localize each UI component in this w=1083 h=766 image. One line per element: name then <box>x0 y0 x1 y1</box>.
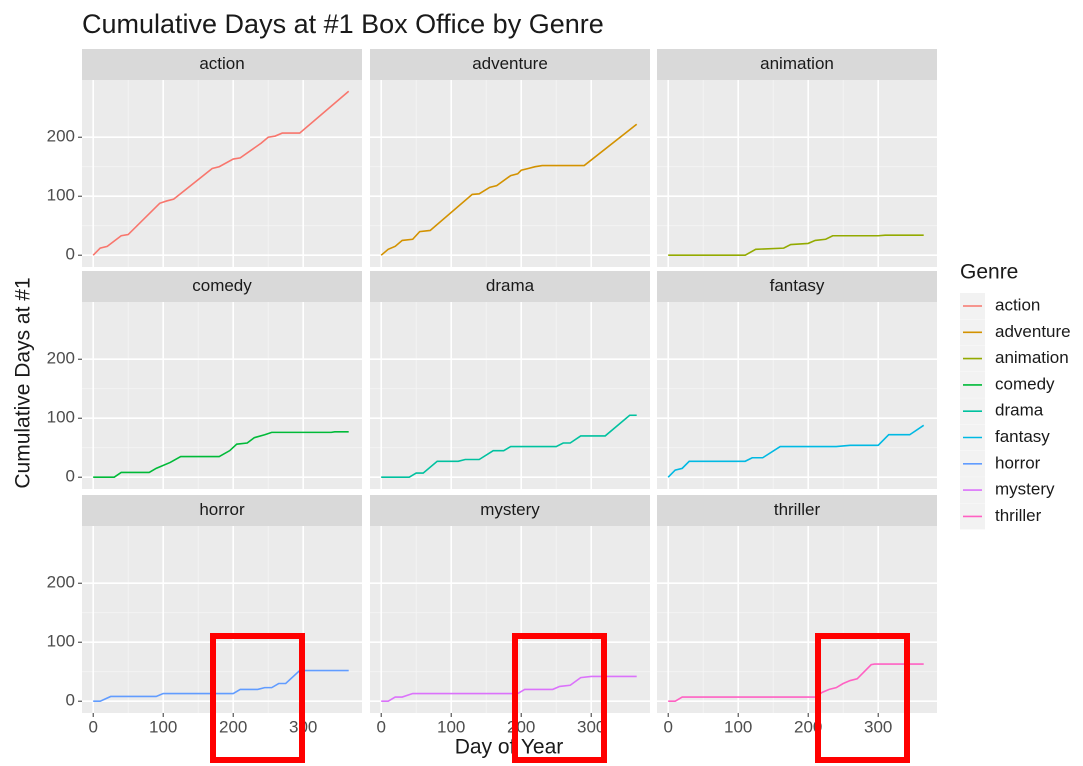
chart-title: Cumulative Days at #1 Box Office by Genr… <box>82 9 604 39</box>
highlight-box <box>815 633 910 763</box>
strip <box>82 495 362 526</box>
series-line <box>381 414 637 478</box>
series-line <box>668 663 924 702</box>
y-tick-label: 200 <box>47 573 75 592</box>
x-tick-label: 0 <box>663 717 672 736</box>
strip <box>657 49 937 80</box>
strip <box>82 271 362 302</box>
legend-label: action <box>995 295 1040 314</box>
x-tick-label: 100 <box>724 717 752 736</box>
x-tick-label: 100 <box>149 717 177 736</box>
y-axis-label: Cumulative Days at #1 <box>12 277 35 488</box>
panel <box>657 80 937 267</box>
legend-label: horror <box>995 453 1041 472</box>
legend-label: fantasy <box>995 427 1050 446</box>
panel <box>370 526 650 713</box>
strip <box>370 495 650 526</box>
strip <box>370 49 650 80</box>
y-tick-label: 0 <box>66 691 75 710</box>
strip-label: action <box>199 54 244 73</box>
y-tick-label: 100 <box>47 186 75 205</box>
strip-label: drama <box>486 276 535 295</box>
strip-label: horror <box>199 500 245 519</box>
legend-title: Genre <box>960 261 1018 284</box>
strip-label: comedy <box>192 276 252 295</box>
y-tick-label: 100 <box>47 632 75 651</box>
highlight-box <box>210 633 305 763</box>
highlight-box <box>512 633 607 763</box>
x-tick-label: 100 <box>437 717 465 736</box>
series-line <box>668 234 924 256</box>
series-line <box>93 669 349 702</box>
x-axis-label: Day of Year <box>455 736 564 759</box>
x-tick-label: 200 <box>507 717 535 736</box>
legend-label: comedy <box>995 374 1055 393</box>
x-tick-label: 300 <box>864 717 892 736</box>
legend-label: adventure <box>995 322 1071 341</box>
strip-label: mystery <box>480 500 540 519</box>
strip-label: animation <box>760 54 834 73</box>
strip-label: fantasy <box>770 276 825 295</box>
x-tick-label: 300 <box>577 717 605 736</box>
y-tick-label: 0 <box>66 245 75 264</box>
strip-label: thriller <box>774 500 821 519</box>
panel <box>370 302 650 489</box>
strip <box>82 49 362 80</box>
x-tick-label: 0 <box>376 717 385 736</box>
x-tick-label: 0 <box>88 717 97 736</box>
panel <box>82 302 362 489</box>
legend-label: animation <box>995 348 1069 367</box>
strip <box>657 495 937 526</box>
series-line <box>92 90 350 256</box>
legend-label: mystery <box>995 480 1055 499</box>
y-tick-label: 100 <box>47 408 75 427</box>
y-tick-label: 0 <box>66 467 75 486</box>
strip <box>370 271 650 302</box>
series-line <box>667 424 925 478</box>
highlight-boxes <box>210 633 910 763</box>
strip <box>657 271 937 302</box>
x-tick-label: 200 <box>219 717 247 736</box>
y-tick-label: 200 <box>47 349 75 368</box>
strip-label: adventure <box>472 54 548 73</box>
panel <box>657 302 937 489</box>
y-tick-label: 200 <box>47 127 75 146</box>
legend-label: drama <box>995 401 1044 420</box>
series-line <box>93 430 349 478</box>
panel <box>657 526 937 713</box>
series-line <box>381 675 637 702</box>
panel <box>82 526 362 713</box>
series-line <box>380 123 638 256</box>
panel <box>82 80 362 267</box>
legend-label: thriller <box>995 506 1042 525</box>
